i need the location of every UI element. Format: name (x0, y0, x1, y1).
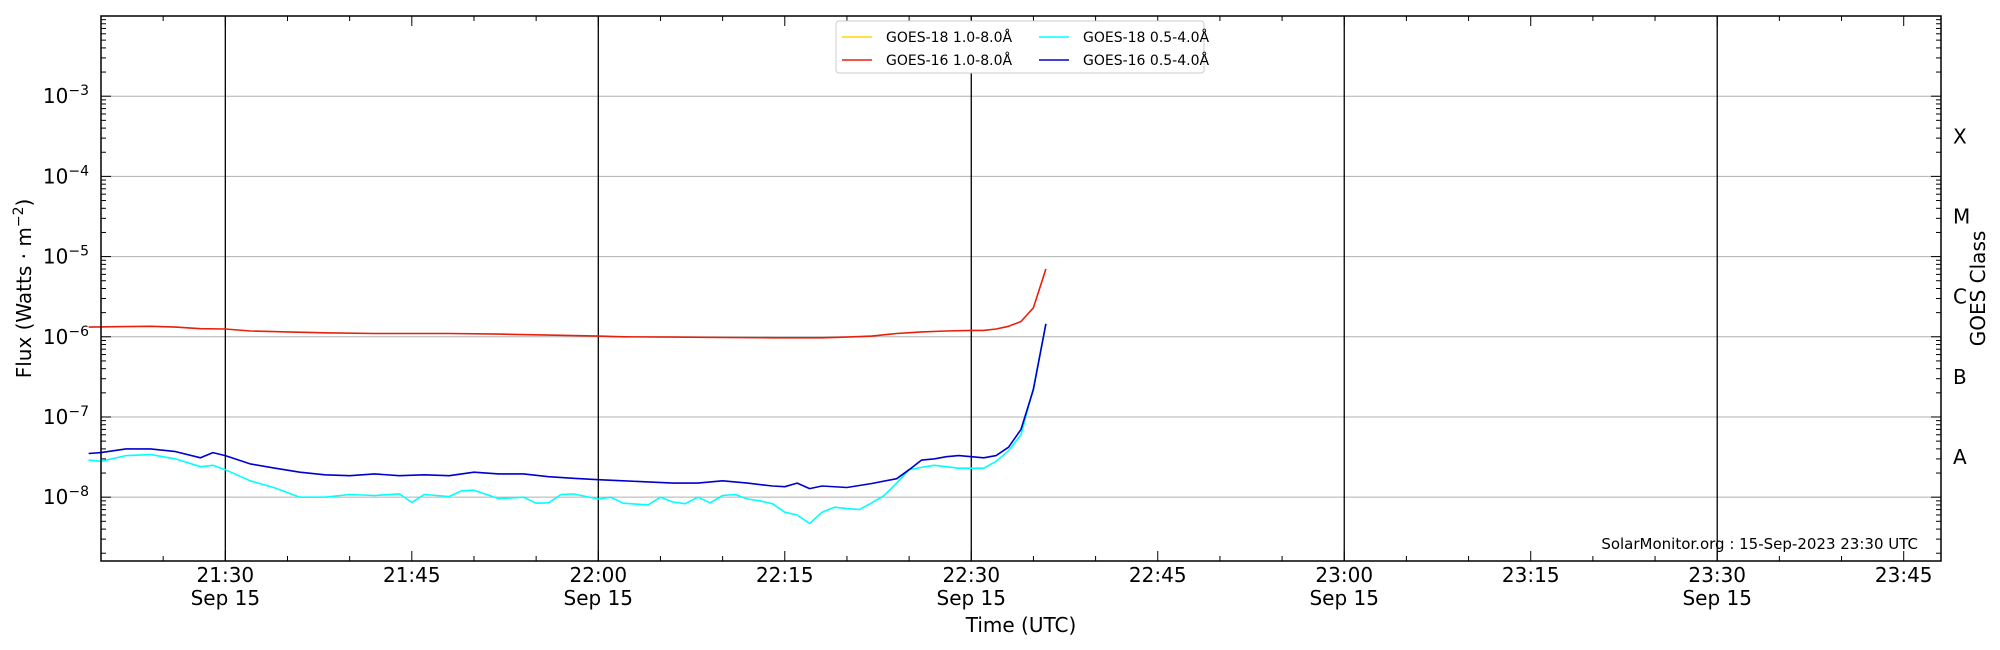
y-tick-base: 10 (43, 325, 68, 349)
x-tick-date: Sep 15 (191, 586, 261, 610)
x-tick-label: 22:00 (569, 563, 627, 587)
x-tick-label: 22:45 (1129, 563, 1187, 587)
y-tick-label: 10−7 (43, 404, 89, 429)
x-tick-label: 23:30 (1688, 563, 1746, 587)
goes-class-label: X (1953, 124, 1967, 148)
x-tick-date: Sep 15 (937, 586, 1007, 610)
x-tick-label: 21:30 (197, 563, 255, 587)
y-tick-label: 10−8 (43, 484, 89, 509)
y-tick-label: 10−6 (43, 324, 89, 349)
series-lines (88, 268, 1047, 525)
y-tick-base: 10 (43, 84, 68, 108)
goes-class-label: C (1953, 285, 1967, 309)
legend-entry: GOES-18 1.0-8.0Å (886, 29, 1012, 46)
legend-box (835, 20, 1205, 74)
y-tick-base: 10 (43, 405, 68, 429)
legend-entry: GOES-16 1.0-8.0Å (886, 52, 1012, 69)
goes-class-axis-title: GOES Class (1966, 231, 1990, 347)
series-line (88, 323, 1047, 525)
y-tick-label: 10−3 (43, 83, 89, 108)
x-tick-date: Sep 15 (1682, 586, 1752, 610)
x-tick-label: 23:00 (1315, 563, 1373, 587)
vertical-time-lines (224, 16, 1718, 561)
y-axis-title-sup: −2 (11, 207, 27, 228)
x-tick-label: 23:45 (1875, 563, 1933, 587)
grid-lines (101, 95, 1941, 498)
y-axis-title: Flux (Watts · m−2) (11, 199, 36, 379)
x-tick-date: Sep 15 (1309, 586, 1379, 610)
goes-class-label: A (1953, 445, 1967, 469)
series-line (88, 268, 1047, 339)
y-tick-exponent: −5 (68, 244, 89, 260)
legend: GOES-18 1.0-8.0Å GOES-16 1.0-8.0Å GOES-18 … (835, 20, 1209, 74)
x-axis-title: Time (UTC) (965, 613, 1077, 637)
legend-entry: GOES-16 0.5-4.0Å (1083, 52, 1209, 69)
y-tick-label: 10−4 (43, 163, 89, 188)
y-tick-base: 10 (43, 245, 68, 269)
x-tick-label: 23:15 (1502, 563, 1560, 587)
y-tick-exponent: −7 (68, 404, 89, 420)
y-tick-exponent: −3 (68, 83, 89, 99)
y-tick-label: 10−5 (43, 244, 89, 269)
y-axis-title-main: Flux (Watts · m (12, 227, 36, 378)
series-line (88, 323, 1047, 490)
y-tick-exponent: −6 (68, 324, 89, 340)
y-tick-base: 10 (43, 164, 68, 188)
credit-text: SolarMonitor.org : 15-Sep-2023 23:30 UTC (1601, 535, 1918, 553)
y-tick-exponent: −8 (68, 484, 89, 500)
goes-class-label: M (1953, 205, 1970, 229)
plot-frame (100, 15, 1942, 562)
x-tick-label: 22:15 (756, 563, 814, 587)
y-tick-exponent: −4 (68, 163, 89, 179)
x-tick-date: Sep 15 (564, 586, 634, 610)
legend-entry: GOES-18 0.5-4.0Å (1083, 29, 1209, 46)
axis-ticks (100, 16, 1941, 561)
x-tick-label: 22:30 (942, 563, 1000, 587)
x-tick-label: 21:45 (383, 563, 441, 587)
goes-class-label: B (1953, 365, 1967, 389)
y-axis-title-close: ) (12, 199, 36, 207)
y-tick-base: 10 (43, 485, 68, 509)
